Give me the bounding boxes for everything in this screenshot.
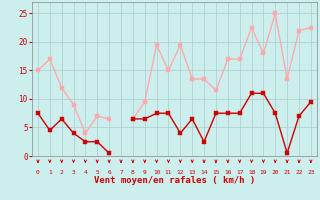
X-axis label: Vent moyen/en rafales ( km/h ): Vent moyen/en rafales ( km/h ) <box>94 176 255 185</box>
